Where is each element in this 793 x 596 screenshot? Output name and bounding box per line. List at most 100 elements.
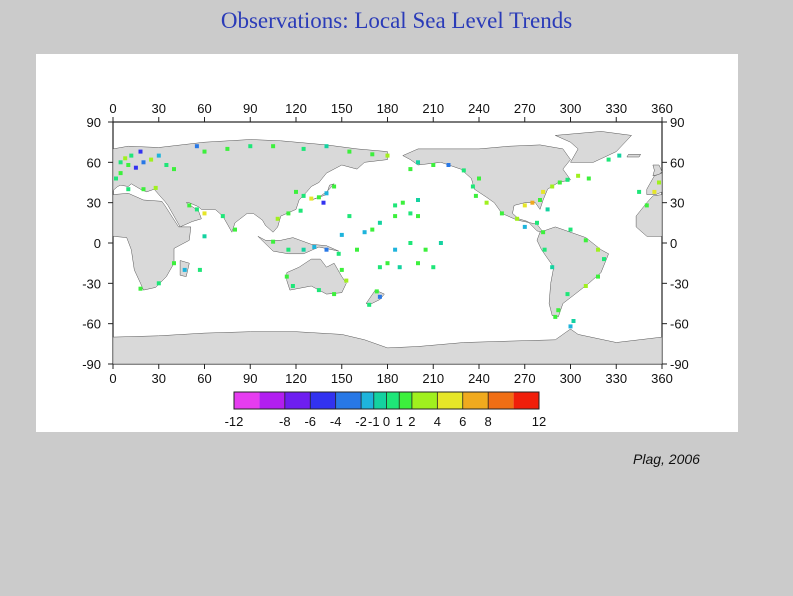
tide-gauge-stations [114,144,661,329]
lat-tick-label-left: 90 [87,115,101,130]
station-marker [522,224,527,229]
colorbar-tick-label: -8 [279,414,291,429]
lon-tick-label-bottom: 30 [152,371,166,386]
station-marker [556,308,561,313]
station-marker [172,167,176,172]
station-marker [123,156,128,161]
lat-tick-label-left: -90 [82,357,101,372]
station-marker [596,274,600,279]
lat-tick-label-right: 60 [670,155,684,170]
station-marker [141,187,146,192]
station-marker [286,247,291,252]
station-marker [431,265,436,270]
lon-tick-label-bottom: 150 [331,371,353,386]
station-marker [423,247,428,252]
station-marker [565,177,570,182]
station-marker [355,247,359,252]
colorbar-segment [310,392,336,409]
station-marker [370,227,375,232]
station-marker [202,149,207,154]
station-marker [321,200,326,205]
lat-tick-label-left: 0 [94,236,101,251]
station-marker [347,214,352,219]
colorbar-tick-label: 0 [383,414,390,429]
lon-tick-label-bottom: 90 [243,371,257,386]
sea-level-trend-map: 0 30 60 90 120 150 180 210 240 270 300 330 360 0 30 60… [82,101,689,429]
station-marker [586,176,591,181]
lon-tick-label-top: 30 [152,101,166,116]
station-marker [301,247,306,252]
station-marker [499,211,504,216]
station-marker [126,163,131,167]
land-new-zealand [365,289,385,306]
station-marker [344,278,349,283]
station-marker [370,152,375,157]
station-marker [141,160,146,165]
station-marker [576,173,581,178]
colorbar-tick-label: -2 [355,414,367,429]
station-marker [553,314,558,319]
station-marker [324,144,329,149]
station-marker [431,163,436,167]
station-marker [644,203,649,208]
station-marker [583,238,588,243]
lon-tick-label-bottom: 120 [285,371,307,386]
station-marker [408,167,413,172]
station-marker [298,208,303,213]
station-marker [461,168,466,173]
station-marker [565,292,570,297]
colorbar-segment [373,392,387,409]
station-marker [571,319,576,323]
station-marker [316,288,321,293]
station-marker [197,267,202,272]
land-greenland [554,131,633,163]
station-marker [652,189,657,194]
lon-tick-label-top: 60 [197,101,211,116]
station-marker [583,284,588,288]
station-marker [470,184,475,189]
station-marker [202,211,207,216]
lat-tick-label-right: 0 [670,236,677,251]
land-australia [286,258,347,295]
colorbar-segment [284,392,311,409]
station-marker [138,286,143,291]
colorbar-segment [361,392,374,409]
colorbar-tick-label: 4 [434,414,441,429]
station-marker [339,267,344,272]
station-marker [637,189,642,194]
lon-tick-label-bottom: 240 [468,371,490,386]
station-marker [309,196,314,201]
station-marker [332,292,337,297]
station-marker [416,160,420,165]
station-marker [515,216,520,221]
colorbar-segment [488,392,514,409]
lat-tick-label-right: 90 [670,115,684,130]
colorbar-tick-label: 12 [532,414,546,429]
station-marker [347,149,352,154]
station-marker [126,187,131,192]
station-marker [172,261,176,266]
station-marker [290,284,295,288]
station-marker [129,153,134,158]
station-marker [301,193,306,198]
lat-tick-label-left: -60 [82,317,101,332]
colorbar-tick-label: 8 [485,414,492,429]
station-marker [324,247,329,252]
station-marker [138,149,143,154]
station-marker [286,211,291,216]
lat-tick-label-right: -90 [670,357,689,372]
lat-tick-label-left: 30 [87,196,101,211]
station-marker [339,232,344,237]
station-marker [312,245,317,249]
station-marker [393,247,398,252]
colorbar-segment [462,392,489,409]
station-marker [114,176,118,181]
lon-tick-label-top: 120 [285,101,307,116]
station-marker [220,214,225,219]
station-marker [484,200,489,205]
colorbar-segment [411,392,438,409]
colorbar-segment [437,392,463,409]
colorbar-tick-label: -1 [368,414,380,429]
station-marker [118,171,123,176]
station-marker [153,185,158,190]
